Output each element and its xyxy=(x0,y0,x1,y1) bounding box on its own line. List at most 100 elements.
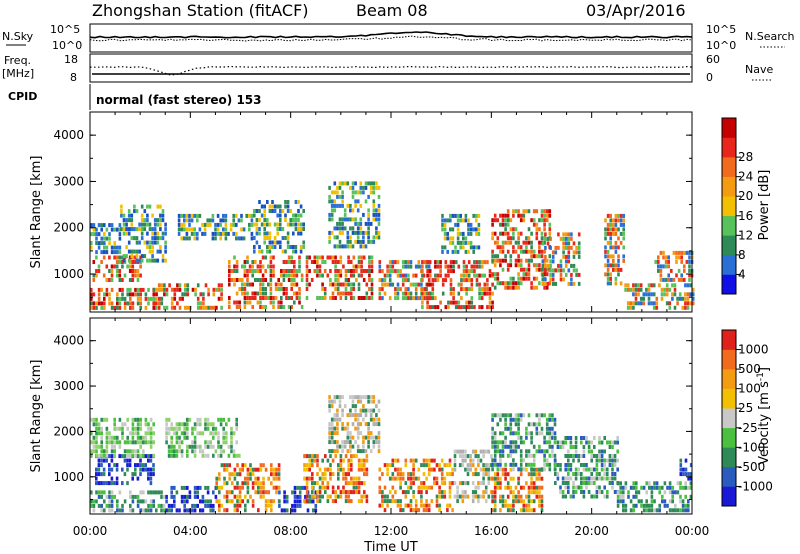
echo-cell xyxy=(173,292,177,297)
echo-cell xyxy=(433,467,436,472)
echo-cell xyxy=(218,476,221,481)
echo-cell xyxy=(178,305,182,310)
echo-cell xyxy=(339,494,343,499)
echo-cell xyxy=(235,291,239,296)
echo-cell xyxy=(105,264,109,269)
echo-cell xyxy=(108,301,111,306)
echo-cell xyxy=(554,463,557,467)
echo-cell xyxy=(535,222,539,227)
echo-cell xyxy=(267,476,270,481)
echo-cell xyxy=(122,222,126,227)
echo-cell xyxy=(196,485,199,490)
echo-cell xyxy=(139,453,142,458)
echo-cell xyxy=(422,458,426,463)
colorbar-tick-label: 4 xyxy=(738,267,746,281)
echo-cell xyxy=(238,453,241,458)
echo-cell xyxy=(143,254,147,259)
echo-cell xyxy=(414,282,418,287)
echo-cell xyxy=(280,269,283,273)
echo-cell xyxy=(616,458,619,463)
echo-cell xyxy=(544,277,547,282)
echo-cell xyxy=(562,236,565,241)
echo-cell xyxy=(351,208,355,213)
echo-cell xyxy=(127,249,131,254)
echo-cell xyxy=(188,417,192,422)
echo-cell xyxy=(391,282,395,287)
echo-cell xyxy=(519,494,523,499)
echo-cell xyxy=(604,254,607,259)
echo-cell xyxy=(499,485,502,490)
echo-cell xyxy=(126,264,129,269)
echo-cell xyxy=(95,499,98,504)
echo-cell xyxy=(634,301,638,306)
echo-cell xyxy=(228,282,231,287)
echo-cell xyxy=(377,422,381,427)
echo-cell xyxy=(538,227,541,232)
echo-cell xyxy=(118,278,122,282)
echo-cell xyxy=(223,463,226,468)
echo-cell xyxy=(149,472,153,477)
echo-cell xyxy=(522,240,526,245)
echo-cell xyxy=(412,494,415,499)
echo-cell xyxy=(377,435,381,440)
echo-cell xyxy=(665,283,669,288)
echo-cell xyxy=(347,278,350,282)
echo-cell xyxy=(367,239,370,244)
echo-cell xyxy=(466,494,470,499)
echo-cell xyxy=(514,249,518,254)
echo-cell xyxy=(281,236,285,240)
echo-cell xyxy=(359,181,363,186)
echo-cell xyxy=(464,494,467,499)
echo-cell xyxy=(532,467,536,472)
echo-cell xyxy=(269,269,273,273)
echo-cell xyxy=(349,203,352,208)
echo-cell xyxy=(499,231,502,236)
echo-cell xyxy=(266,249,269,254)
echo-cell xyxy=(548,440,552,445)
echo-cell xyxy=(569,436,573,440)
echo-cell xyxy=(360,467,363,472)
echo-cell xyxy=(501,218,505,223)
echo-cell xyxy=(316,472,319,477)
echo-cell xyxy=(183,305,187,310)
echo-cell xyxy=(519,458,523,463)
echo-cell xyxy=(144,440,148,445)
echo-cell xyxy=(357,273,361,278)
echo-cell xyxy=(671,283,674,288)
echo-cell xyxy=(532,444,536,449)
echo-cell xyxy=(188,490,192,495)
echo-cell xyxy=(559,445,562,449)
echo-cell xyxy=(452,287,455,292)
echo-cell xyxy=(506,481,510,486)
echo-cell xyxy=(378,490,382,495)
echo-cell xyxy=(363,467,366,472)
echo-cell xyxy=(127,258,131,263)
echo-cell xyxy=(110,490,114,495)
echo-cell xyxy=(527,227,531,232)
echo-cell xyxy=(170,305,174,310)
echo-cell xyxy=(170,503,173,508)
echo-cell xyxy=(422,508,426,513)
echo-cell xyxy=(567,449,570,454)
echo-cell xyxy=(506,413,510,418)
echo-cell xyxy=(506,236,510,241)
echo-cell xyxy=(129,431,132,436)
echo-cell xyxy=(155,508,158,513)
freq-panel xyxy=(89,53,693,83)
echo-cell xyxy=(131,278,135,282)
echo-cell xyxy=(122,254,126,259)
echo-cell xyxy=(121,508,124,513)
echo-cell xyxy=(506,281,510,286)
echo-cell xyxy=(222,431,225,436)
echo-cell xyxy=(354,413,357,418)
echo-cell xyxy=(121,422,124,427)
echo-cell xyxy=(391,264,395,269)
echo-cell xyxy=(435,481,439,486)
echo-cell xyxy=(161,209,165,214)
echo-cell xyxy=(216,227,220,232)
echo-cell xyxy=(300,305,304,309)
echo-cell xyxy=(477,481,480,486)
echo-cell xyxy=(684,472,688,477)
echo-cell xyxy=(356,417,360,422)
echo-cell xyxy=(336,194,339,199)
